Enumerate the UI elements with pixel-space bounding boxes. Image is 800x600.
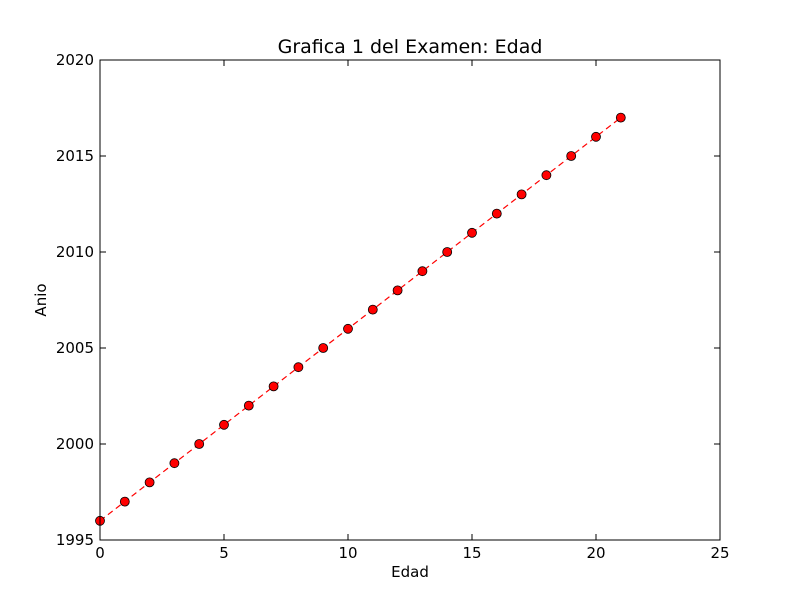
y-tick-label: 2005 [56, 339, 94, 357]
y-tick-label: 1995 [56, 531, 94, 549]
data-point [417, 266, 428, 277]
data-point [392, 285, 403, 296]
data-point [169, 458, 180, 469]
data-point [367, 304, 378, 315]
data-point [467, 227, 477, 238]
data-point [318, 343, 329, 353]
y-tick-label: 2010 [56, 243, 94, 261]
data-point [566, 151, 577, 161]
data-point [491, 208, 502, 219]
x-tick-label: 25 [710, 544, 729, 562]
data-point [615, 112, 626, 123]
data-point [541, 170, 552, 181]
y-tick-label: 2020 [56, 51, 94, 69]
axes-frame [99, 59, 721, 541]
x-tick-label: 15 [462, 544, 481, 562]
data-point [591, 131, 601, 142]
x-tick-label: 5 [219, 544, 229, 562]
data-point [268, 381, 279, 392]
data-point [194, 439, 205, 449]
x-tick-label: 0 [95, 544, 105, 562]
y-axis-label: Anio [32, 283, 50, 316]
chart-title: Grafica 1 del Examen: Edad [278, 36, 543, 58]
data-point [293, 362, 304, 373]
x-axis-label: Edad [391, 563, 429, 581]
y-tick-label: 2015 [56, 147, 94, 165]
data-point [516, 189, 527, 200]
x-tick-label: 20 [586, 544, 605, 562]
data-point [119, 496, 130, 507]
data-point [442, 247, 453, 257]
axis-ticks: 0 5 10 15 20 25 1995 2000 2005 2010 2015 2020 [56, 51, 730, 562]
data-point [144, 477, 155, 488]
data-point [343, 323, 353, 334]
data-point [219, 419, 229, 430]
data-point [243, 400, 254, 411]
plot-area [95, 112, 626, 526]
y-tick-label: 2000 [56, 435, 94, 453]
x-tick-label: 10 [338, 544, 357, 562]
